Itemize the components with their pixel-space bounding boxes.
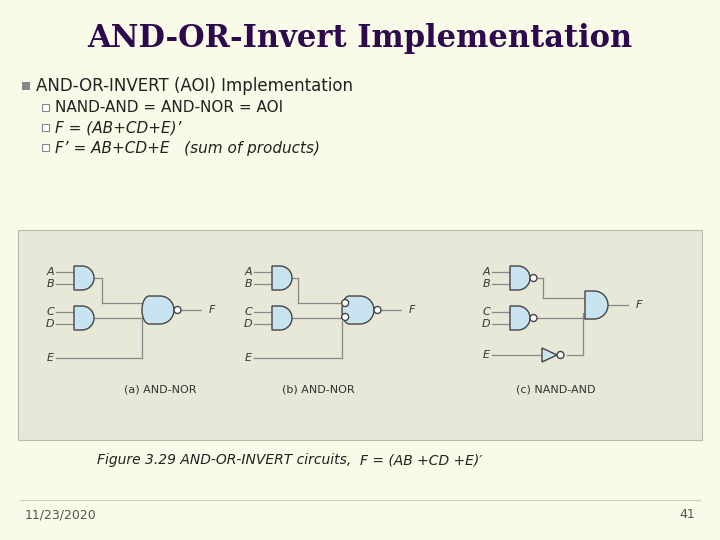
Text: E: E: [483, 350, 490, 360]
Circle shape: [530, 274, 537, 281]
Circle shape: [374, 307, 381, 314]
Polygon shape: [510, 266, 530, 290]
Text: F’ = AB+CD+E   (sum of products): F’ = AB+CD+E (sum of products): [55, 140, 320, 156]
Text: NAND-AND = AND-NOR = AOI: NAND-AND = AND-NOR = AOI: [55, 100, 283, 116]
Text: 11/23/2020: 11/23/2020: [25, 509, 96, 522]
Text: D: D: [243, 319, 252, 329]
Text: E: E: [47, 353, 54, 363]
Text: (a) AND-NOR: (a) AND-NOR: [124, 385, 197, 395]
Text: F = (AB +CD +E)′: F = (AB +CD +E)′: [360, 453, 482, 467]
Text: Figure 3.29 AND-OR-INVERT circuits,: Figure 3.29 AND-OR-INVERT circuits,: [97, 453, 360, 467]
Text: C: C: [482, 307, 490, 317]
Text: A: A: [46, 267, 54, 277]
Text: B: B: [46, 279, 54, 289]
Text: C: C: [46, 307, 54, 317]
Polygon shape: [272, 266, 292, 290]
Text: F = (AB+CD+E)’: F = (AB+CD+E)’: [55, 120, 181, 136]
Text: (c) NAND-AND: (c) NAND-AND: [516, 385, 595, 395]
Circle shape: [174, 307, 181, 314]
Polygon shape: [342, 296, 374, 324]
Text: A: A: [482, 267, 490, 277]
Bar: [22, 82, 30, 90]
Text: C: C: [244, 307, 252, 317]
Bar: [42, 144, 49, 151]
Circle shape: [557, 352, 564, 359]
Text: F: F: [209, 305, 215, 315]
Circle shape: [342, 314, 348, 321]
Text: D: D: [45, 319, 54, 329]
Text: A: A: [244, 267, 252, 277]
FancyBboxPatch shape: [18, 230, 702, 440]
Bar: [42, 104, 49, 111]
Text: B: B: [482, 279, 490, 289]
Polygon shape: [74, 266, 94, 290]
Text: 41: 41: [679, 509, 695, 522]
Polygon shape: [142, 296, 174, 324]
Bar: [42, 124, 49, 131]
Polygon shape: [585, 291, 608, 319]
Text: D: D: [482, 319, 490, 329]
Text: F: F: [636, 300, 642, 310]
Text: E: E: [245, 353, 252, 363]
Text: B: B: [244, 279, 252, 289]
Polygon shape: [272, 306, 292, 330]
Polygon shape: [510, 306, 530, 330]
Circle shape: [530, 314, 537, 321]
Text: F: F: [409, 305, 415, 315]
Circle shape: [342, 300, 348, 307]
Polygon shape: [74, 306, 94, 330]
Text: (b) AND-NOR: (b) AND-NOR: [282, 385, 354, 395]
Polygon shape: [542, 348, 557, 362]
Text: AND-OR-Invert Implementation: AND-OR-Invert Implementation: [87, 23, 633, 53]
Text: AND-OR-INVERT (AOI) Implementation: AND-OR-INVERT (AOI) Implementation: [36, 77, 353, 95]
